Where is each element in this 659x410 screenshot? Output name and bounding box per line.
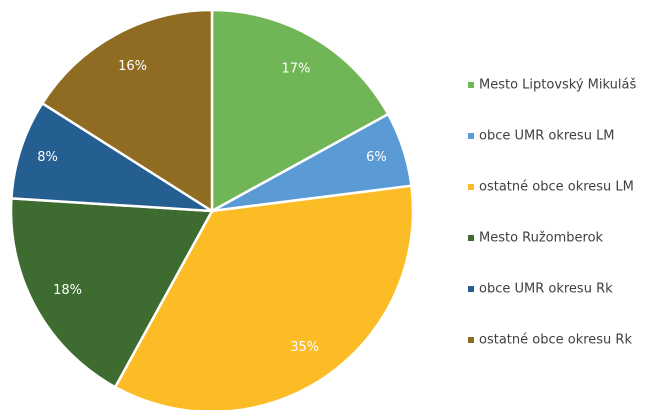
data-label: 18% — [53, 283, 82, 298]
legend-swatch — [468, 82, 474, 88]
legend-label: Mesto Ružomberok — [479, 231, 604, 246]
data-label: 35% — [290, 340, 319, 355]
legend-swatch — [468, 337, 474, 343]
legend-label: obce UMR okresu Rk — [479, 282, 613, 297]
pie-slice — [210, 8, 390, 214]
legend-label: Mesto Liptovský Mikuláš — [479, 78, 636, 93]
data-label: 6% — [366, 150, 387, 165]
data-label: 8% — [37, 150, 58, 165]
data-label: 16% — [118, 59, 147, 74]
legend-swatch — [468, 286, 474, 292]
pie-slice — [113, 184, 415, 410]
pie-slice — [9, 197, 215, 389]
legend-label: obce UMR okresu LM — [479, 129, 615, 144]
pie-slice — [40, 8, 214, 214]
legend-swatch — [468, 184, 474, 190]
legend-label: ostatné obce okresu LM — [479, 180, 634, 195]
data-label: 17% — [281, 62, 310, 77]
legend-swatch — [468, 235, 474, 241]
legend-swatch — [468, 133, 474, 139]
legend-label: ostatné obce okresu Rk — [479, 333, 632, 348]
pie-slice — [10, 101, 213, 213]
